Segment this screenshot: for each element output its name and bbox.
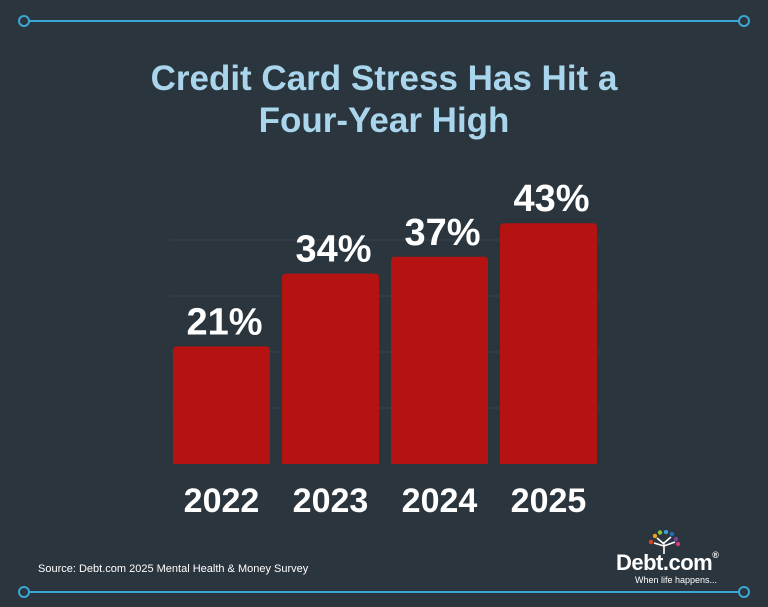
tree-logo-icon <box>648 530 681 554</box>
value-label-2025: 43% <box>513 178 589 220</box>
chart-title-line-2: Four-Year High <box>258 101 510 140</box>
logo-tagline: When life happens... <box>635 575 718 585</box>
bar-2023 <box>282 273 379 464</box>
source-note: Source: Debt.com 2025 Mental Health & Mo… <box>38 563 309 575</box>
bar-2025 <box>500 223 597 464</box>
value-label-2024: 37% <box>404 212 480 254</box>
category-label-2023: 2023 <box>293 482 369 520</box>
debt-com-logo: Debt.com® When life happens... <box>616 530 736 588</box>
chart-title-line-1: Credit Card Stress Has Hit a <box>150 59 618 98</box>
logo-brand-text: Debt.com <box>616 550 713 575</box>
top-divider-right-dot <box>738 15 750 27</box>
logo-registered-mark: ® <box>712 550 719 560</box>
value-label-2023: 34% <box>295 229 371 271</box>
bar-2022 <box>173 346 270 464</box>
top-divider-left-dot <box>18 15 30 27</box>
bottom-divider-left-dot <box>18 586 30 598</box>
top-divider <box>18 15 750 27</box>
bar-2024 <box>391 256 488 464</box>
bottom-divider-right-dot <box>738 586 750 598</box>
bottom-divider <box>18 586 750 598</box>
logo-brand: Debt.com® <box>616 550 719 576</box>
bottom-divider-line <box>24 591 744 593</box>
value-label-2022: 21% <box>186 301 262 343</box>
chart-title: Credit Card Stress Has Hit a Four-Year H… <box>0 58 768 142</box>
category-label-2022: 2022 <box>184 482 260 520</box>
category-label-2025: 2025 <box>511 482 587 520</box>
top-divider-line <box>24 20 744 22</box>
category-label-2024: 2024 <box>402 482 478 520</box>
bar-chart: 21% 2022 34% 2023 37% 2024 43% 2025 <box>170 178 600 520</box>
